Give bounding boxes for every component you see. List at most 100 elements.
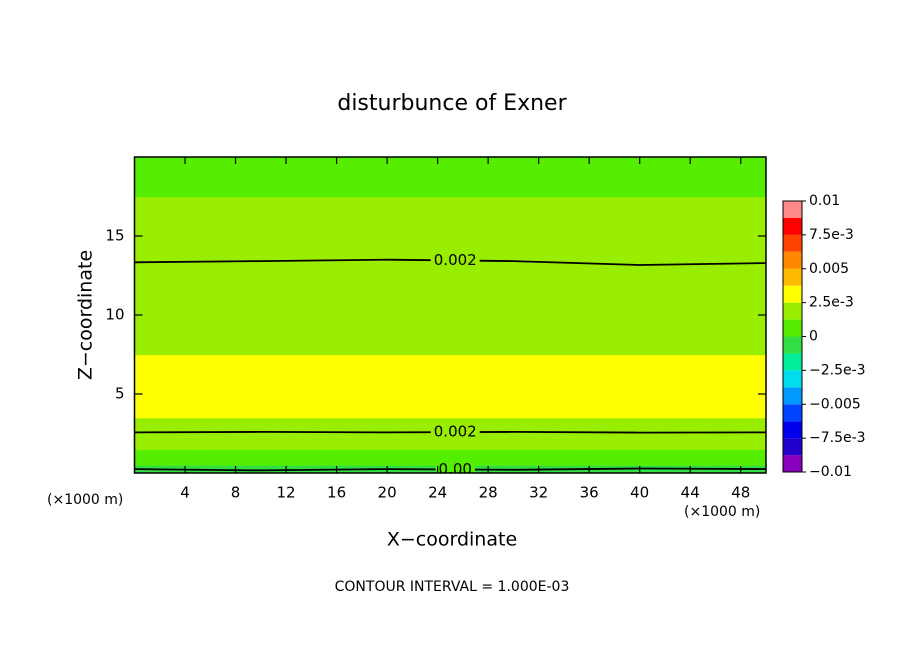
contour-lines: 0.00 0.002 0.002 <box>134 251 766 473</box>
contour-cell <box>323 370 451 387</box>
colorbar-swatch <box>783 201 802 218</box>
colorbar-label: 0.01 <box>809 193 840 209</box>
colorbar-swatch <box>783 251 802 269</box>
contour-cell <box>134 164 199 182</box>
contour-cell <box>450 157 578 166</box>
contour-cell <box>450 386 578 403</box>
contour-cell <box>323 307 451 324</box>
colorbar-label: −7.5e-3 <box>809 430 866 446</box>
contour-cell <box>323 164 451 182</box>
colorbar-swatch <box>783 438 802 456</box>
contour-cell <box>576 259 704 277</box>
contour-cell <box>702 212 766 229</box>
contour-cell <box>323 401 451 419</box>
contour-cell <box>576 354 704 371</box>
contour-cell <box>450 180 578 198</box>
contour-cell <box>702 196 766 213</box>
colorbar-swatch <box>783 455 802 472</box>
contour-cell <box>702 370 766 387</box>
contour-cell <box>197 449 325 466</box>
contour-cell <box>576 228 704 245</box>
contour-cell <box>197 417 325 435</box>
contour-cell <box>450 259 578 277</box>
x-tick-label: 20 <box>378 484 397 502</box>
contour-cell <box>576 180 704 198</box>
contour-cell <box>323 275 451 292</box>
contour-cell <box>197 338 325 356</box>
contour-cell <box>197 164 325 182</box>
contour-cell <box>576 386 704 403</box>
contour-cell <box>197 180 325 198</box>
contour-label-bg <box>430 425 480 440</box>
colorbar-swatch <box>783 336 802 354</box>
colorbar-label: 2.5e-3 <box>809 295 854 311</box>
contour-cell <box>323 433 451 450</box>
contour-cell <box>134 401 199 419</box>
contour-cell <box>134 370 199 387</box>
contour-cell <box>450 196 578 213</box>
colorbar-label: −0.01 <box>809 464 852 480</box>
colorbar-swatch <box>783 404 802 422</box>
contour-cell <box>702 228 766 245</box>
x-axis-label: X−coordinate <box>387 529 517 551</box>
contour-cell <box>134 259 199 277</box>
x-tick-label: 48 <box>731 484 750 502</box>
contour-label: 0.002 <box>434 251 477 269</box>
contour-cell <box>450 164 578 182</box>
contour-cell <box>323 228 451 245</box>
contour-label: 0.002 <box>434 423 477 441</box>
contour-cell <box>197 307 325 324</box>
contour-cell <box>450 322 578 340</box>
x-tick-label: 12 <box>277 484 296 502</box>
x-unit-right: (×1000 m) <box>684 504 760 520</box>
colorbar-swatch <box>783 421 802 439</box>
contour-cell <box>576 449 704 466</box>
colorbar-label: 0 <box>809 329 818 345</box>
contour-cell <box>197 275 325 292</box>
contour-cell <box>197 386 325 403</box>
contour-cell <box>450 291 578 308</box>
contour-cell <box>576 243 704 261</box>
contour-cell <box>576 401 704 419</box>
contour-cell <box>323 243 451 261</box>
contour-cell <box>197 370 325 387</box>
contour-cell <box>702 180 766 198</box>
x-tick-label: 32 <box>529 484 548 502</box>
contour-cell <box>450 417 578 435</box>
contour-cell <box>197 196 325 213</box>
contour-cell <box>134 212 199 229</box>
contour-cell <box>134 338 199 356</box>
contour-cell <box>450 338 578 356</box>
contour-cell <box>197 401 325 419</box>
contour-cell <box>702 322 766 340</box>
contour-cell <box>702 401 766 419</box>
colorbar-label: 0.005 <box>809 261 849 277</box>
colorbar-swatch <box>783 353 802 371</box>
contour-cell <box>197 212 325 229</box>
contour-cell <box>702 164 766 182</box>
contour-cell <box>702 449 766 466</box>
contour-cell <box>134 196 199 213</box>
colorbar-swatch <box>783 285 802 303</box>
colorbar-label: −2.5e-3 <box>809 362 866 378</box>
contour-field <box>134 157 766 473</box>
contour-cell <box>576 322 704 340</box>
contour-cell <box>702 417 766 435</box>
x-tick-label: 36 <box>580 484 599 502</box>
x-tick-label: 8 <box>231 484 241 502</box>
contour-cell <box>197 322 325 340</box>
colorbar-swatch <box>783 302 802 320</box>
contour-cell <box>450 449 578 466</box>
contour-cell <box>450 307 578 324</box>
contour-cell <box>134 243 199 261</box>
contour-cell <box>450 212 578 229</box>
x-tick-label: 4 <box>180 484 190 502</box>
contour-cell <box>576 370 704 387</box>
contour-cell <box>323 259 451 277</box>
contour-cell <box>576 433 704 450</box>
contour-cell <box>576 212 704 229</box>
contour-cell <box>134 354 199 371</box>
contour-cell <box>134 307 199 324</box>
